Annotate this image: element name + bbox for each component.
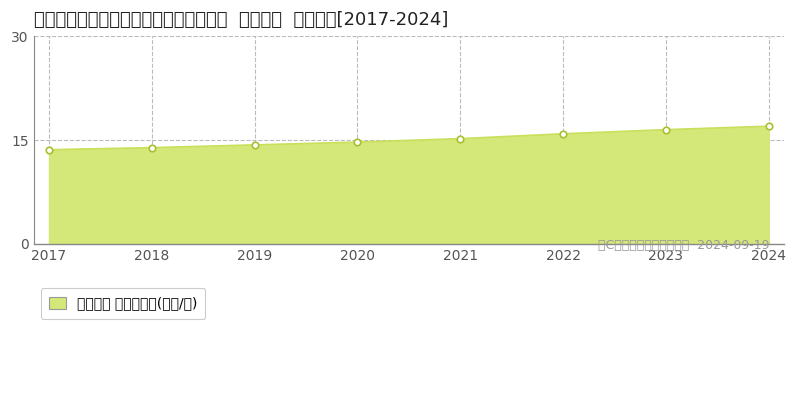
Text: （C）土地価格ドットコム  2024-09-19: （C）土地価格ドットコム 2024-09-19 xyxy=(598,239,769,252)
Point xyxy=(146,144,158,151)
Point xyxy=(762,123,775,129)
Point xyxy=(42,146,55,153)
Point xyxy=(248,142,261,148)
Legend: 基準地価 平均坪単価(万円/坪): 基準地価 平均坪単価(万円/坪) xyxy=(41,288,206,319)
Point xyxy=(557,131,570,137)
Point xyxy=(351,139,364,145)
Point xyxy=(659,126,672,133)
Text: 宮城県富谷市ひより台１丁目３５番１５  基準地価  地価推移[2017-2024]: 宮城県富谷市ひより台１丁目３５番１５ 基準地価 地価推移[2017-2024] xyxy=(34,11,448,29)
Point xyxy=(454,136,466,142)
